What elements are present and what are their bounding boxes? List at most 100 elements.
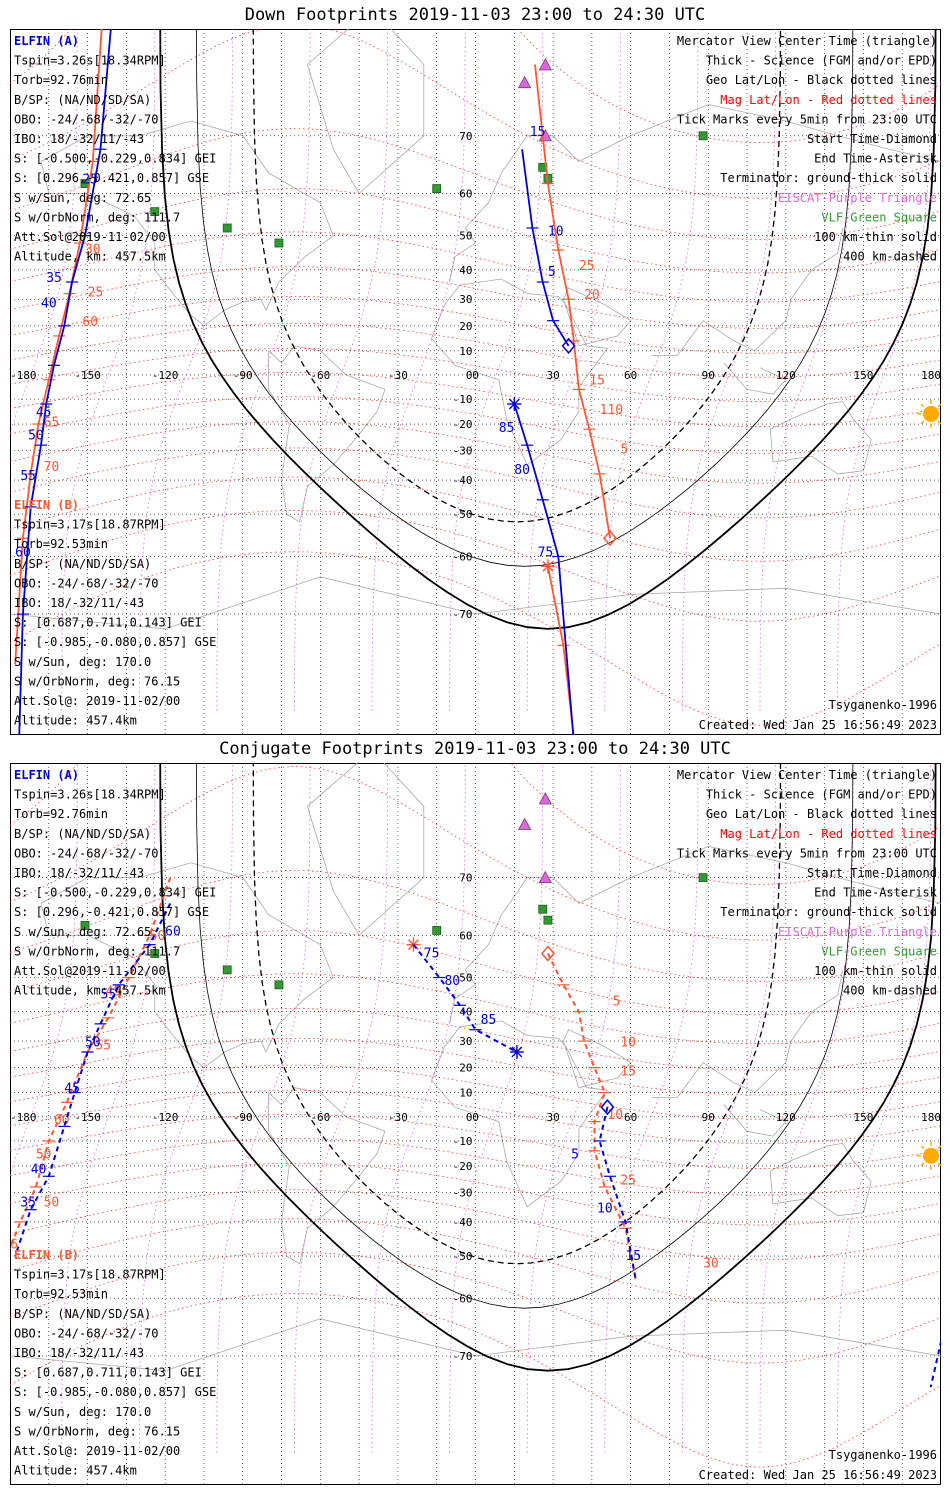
created-timestamp: Created: Wed Jan 25 16:56:49 2023	[699, 718, 937, 732]
mag-lon-line	[371, 763, 466, 1453]
lat-tick-label: -10	[453, 393, 473, 406]
coast-outline	[40, 120, 334, 327]
mag-lon-line	[759, 763, 854, 1453]
lon-tick-label: -180	[10, 1111, 37, 1124]
lat-tick-label: 0	[466, 1111, 473, 1124]
vlf-square-icon	[538, 904, 548, 914]
legend-line: Start Time-Diamond	[807, 132, 937, 146]
lon-tick-label: -60	[310, 369, 330, 382]
lat-tick-label: 60	[459, 929, 472, 942]
tick-label-b: 15	[589, 374, 605, 389]
map-down-footprints: 706050403020100-10-20-30-40-50-60-70-180…	[10, 29, 941, 735]
lon-tick-label: -180	[10, 369, 37, 382]
sun-icon	[917, 399, 941, 428]
mag-lon-line	[138, 29, 233, 711]
legend-line: Terminator: ground-thick solid	[720, 171, 937, 185]
tick-label-a: 55	[20, 469, 36, 484]
legend-line: 100 km-thin solid	[814, 230, 937, 244]
elfin-a-info-line: B/SP: (NA/ND/SD/SA)	[14, 827, 151, 841]
tick-label-a: 35	[46, 271, 62, 286]
asterisk-stroke	[542, 560, 554, 572]
tick-label-a: 25	[82, 173, 98, 188]
elfin-a-info-line: S w/Sun, deg: 72.65	[14, 191, 151, 205]
vlf-square-icon	[274, 980, 284, 990]
coast-outline	[449, 845, 941, 1024]
lat-tick-label: 70	[459, 130, 472, 143]
mag-lon-line	[682, 29, 776, 711]
tick-label-a: 80	[444, 974, 460, 989]
tick-label-b: 110	[600, 403, 623, 418]
vlf-square-icon	[150, 949, 160, 958]
end-asterisk-icon	[540, 559, 555, 574]
mag-lat-line	[10, 296, 941, 354]
lat-tick-label: 60	[459, 187, 472, 200]
legend-line: Tick Marks every 5min from 23:00 UTC	[677, 112, 937, 126]
tick-label-a: 45	[36, 405, 52, 420]
map-conjugate-footprints: 706050403020100-10-20-30-40-50-60-70-180…	[10, 763, 941, 1485]
tick-label-a: 60	[165, 924, 181, 939]
lon-tick-label: 30	[546, 369, 559, 382]
mag-lat-line	[10, 510, 941, 622]
legend-line: Terminator: ground-thick solid	[720, 905, 937, 919]
track-line-a	[14, 902, 172, 1257]
vlf-square-icon	[543, 915, 553, 925]
coast-outline	[449, 104, 941, 283]
elfin-b-info-line: OBO: -24/-68/-32/-70	[14, 1326, 159, 1340]
mag-lat-line	[10, 1189, 941, 1261]
lon-tick-label: 150	[853, 1111, 873, 1124]
elfin-b-info-line: S: [-0.985,-0.080,0.857] GSE	[14, 635, 216, 649]
elfin-b-info-line: B/SP: (NA/ND/SD/SA)	[14, 1307, 151, 1321]
mag-lat-line	[10, 763, 941, 885]
mag-lat-line	[10, 1008, 941, 1071]
legend-line: End Time-Asterisk	[814, 886, 938, 900]
mag-lon-line	[837, 29, 932, 711]
tick-label-a: 15	[530, 125, 546, 140]
mag-lat-line	[10, 766, 941, 941]
terminator-ground	[159, 763, 937, 1372]
elfin-b-info-line: Altitude: 457.4km	[14, 1464, 137, 1478]
tick-label-b: 50	[150, 929, 166, 944]
elfin-b-info-line: IBO: 18/-32/11/-43	[14, 1346, 144, 1360]
lat-tick-label: -50	[453, 508, 473, 521]
geo-grid	[10, 29, 941, 735]
elfin-b-info-line: S w/Sun, deg: 170.0	[14, 1405, 151, 1419]
mag-lon-line	[604, 29, 699, 711]
lon-tick-label: 60	[624, 369, 637, 382]
tick-label-a: 45	[64, 1082, 80, 1097]
mag-lon-line	[604, 763, 699, 1453]
tick-label-a: 50	[85, 1036, 101, 1051]
legend-line: VLF-Green Square	[821, 944, 937, 958]
sun-ray	[920, 420, 925, 425]
tick-label-a: 10	[597, 1202, 613, 1217]
elfin-a-info-line: S: [-0.500,-0.229,0.834] GEI	[14, 152, 216, 166]
mag-lon-line	[61, 763, 156, 1453]
lat-tick-label: 10	[459, 1087, 472, 1100]
mag-lat-line	[10, 1089, 941, 1144]
legend-line: Start Time-Diamond	[807, 866, 937, 880]
elfin-a-info-line: IBO: 18/-32/11/-43	[14, 866, 144, 880]
mag-lon-line	[371, 29, 466, 711]
terminator-100km	[196, 29, 854, 567]
legend-line: EISCAT-Purple Triangle	[778, 925, 937, 939]
lat-tick-label: -60	[453, 550, 473, 563]
tick-label-a: 5	[548, 265, 556, 280]
tick-label-b: 25	[620, 1173, 636, 1188]
coast-outline	[723, 362, 787, 395]
lon-tick-label: -120	[152, 369, 179, 382]
tick-label-b: 30	[85, 242, 101, 257]
legend-line: Thick - Science (FGM and/or EPD)	[706, 788, 937, 802]
tick-label-a: 10	[548, 225, 564, 240]
track-line-a	[598, 1106, 637, 1281]
mag-lat-line	[10, 1251, 941, 1364]
lon-tick-label: -150	[74, 369, 101, 382]
vlf-square-icon	[274, 238, 284, 248]
mag-lat-line	[10, 929, 941, 1016]
lon-tick-label: -60	[310, 1111, 330, 1124]
vlf-square-icon	[80, 920, 90, 930]
elfin-b-info-line: Att.Sol@: 2019-11-02/00	[14, 1444, 180, 1458]
track-line-b	[14, 29, 103, 665]
mag-grid	[10, 29, 941, 726]
tick-label-b: 5	[613, 994, 621, 1009]
elfin-b-info-line: S w/OrbNorm, deg: 76.15	[14, 1424, 180, 1438]
